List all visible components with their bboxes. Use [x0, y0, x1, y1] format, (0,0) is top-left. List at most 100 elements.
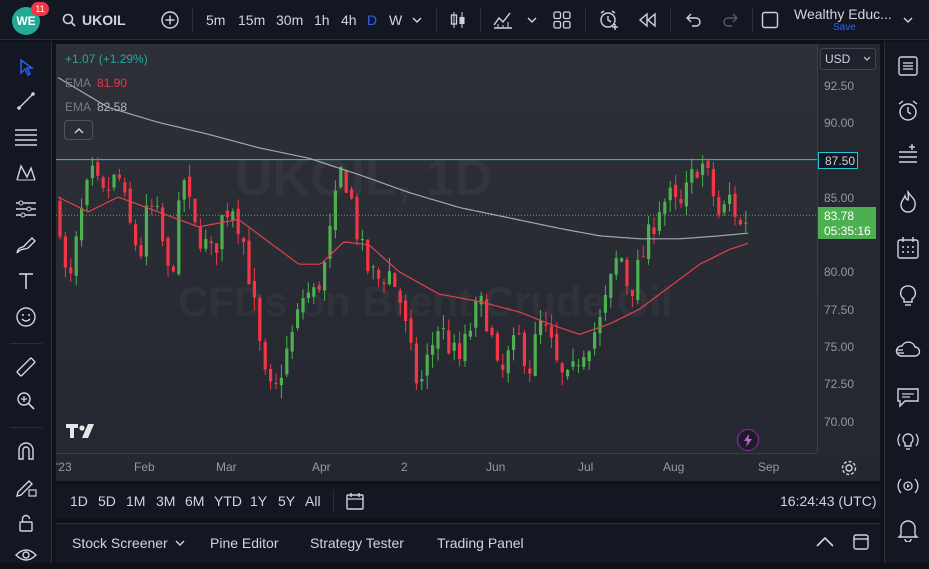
- tab-trading-panel[interactable]: Trading Panel: [437, 535, 524, 551]
- fib-retracement-tool[interactable]: [12, 123, 40, 151]
- zoom-tool[interactable]: [12, 387, 40, 415]
- range-1y[interactable]: 1Y: [250, 493, 268, 509]
- tradingview-logo[interactable]: [66, 423, 100, 439]
- range-5y[interactable]: 5Y: [278, 493, 296, 509]
- chart-settings-button[interactable]: [840, 459, 858, 477]
- interval-dropdown[interactable]: [412, 0, 422, 40]
- measure-tool[interactable]: [12, 353, 40, 381]
- interval-4h[interactable]: 4h: [341, 12, 357, 28]
- currency-selector[interactable]: USD: [820, 48, 876, 70]
- candle-body: [625, 259, 629, 287]
- emoji-tool[interactable]: [12, 303, 40, 331]
- drawing-mode-tool[interactable]: [12, 473, 40, 501]
- object-tree-button[interactable]: [893, 140, 923, 170]
- text-tool[interactable]: [12, 267, 40, 295]
- candle-body: [393, 272, 397, 288]
- candle-body: [420, 379, 424, 382]
- interval-30m[interactable]: 30m: [276, 12, 304, 28]
- notifications-button[interactable]: [893, 515, 923, 545]
- indicators-button[interactable]: [492, 0, 514, 40]
- range-3m[interactable]: 3M: [156, 493, 176, 509]
- candle-body: [188, 176, 192, 197]
- price-label: 70.00: [824, 415, 855, 429]
- interval-15m[interactable]: 15m: [238, 12, 266, 28]
- indicators-dropdown[interactable]: [527, 0, 537, 40]
- magnet-tool[interactable]: [12, 437, 40, 465]
- time-axis[interactable]: [56, 453, 817, 481]
- price-chart[interactable]: [56, 44, 817, 453]
- alerts-button[interactable]: [893, 96, 923, 126]
- chats-button[interactable]: [893, 382, 923, 412]
- layout-name-button[interactable]: Wealthy Educ... Save: [794, 6, 894, 33]
- news-flash-button[interactable]: [737, 429, 759, 451]
- trend-line-tool[interactable]: [12, 87, 40, 115]
- range-1m[interactable]: 1M: [126, 493, 146, 509]
- toolbar-divider: [192, 8, 193, 32]
- maximize-panel-button[interactable]: [852, 533, 870, 551]
- ideas-button[interactable]: [893, 281, 923, 311]
- time-label: '23: [56, 460, 72, 474]
- notification-badge: 11: [31, 2, 49, 16]
- range-1d[interactable]: 1D: [70, 493, 88, 509]
- undo-button[interactable]: [684, 0, 702, 40]
- candle-body: [512, 335, 516, 350]
- interval-5m[interactable]: 5m: [206, 12, 226, 28]
- candle-body: [344, 170, 348, 193]
- interval-w[interactable]: W: [389, 12, 403, 28]
- layout-dropdown[interactable]: [903, 0, 913, 40]
- tech-support-button[interactable]: [893, 426, 923, 456]
- compare-symbol-button[interactable]: [160, 0, 180, 40]
- streams-button[interactable]: [893, 335, 923, 365]
- candle-body: [528, 368, 532, 374]
- candle-body: [630, 290, 634, 296]
- candle-body: [425, 354, 429, 376]
- chevron-down-icon: [412, 17, 422, 23]
- watchlist-button[interactable]: [893, 51, 923, 81]
- tab-pine-editor[interactable]: Pine Editor: [210, 535, 279, 551]
- range-5d[interactable]: 5D: [98, 493, 116, 509]
- chart-type-button[interactable]: [448, 0, 468, 40]
- calendar-button[interactable]: [893, 233, 923, 263]
- watermark-symbol: UKOIL, 1D: [235, 148, 492, 208]
- layout-name: Wealthy Educ...: [794, 6, 892, 22]
- hotlists-button[interactable]: [893, 187, 923, 217]
- range-6m[interactable]: 6M: [185, 493, 205, 509]
- replay-button[interactable]: [638, 0, 658, 40]
- prediction-tool[interactable]: [12, 195, 40, 223]
- chevron-down-icon: [527, 17, 537, 23]
- templates-button[interactable]: [552, 0, 572, 40]
- alert-button[interactable]: [598, 0, 620, 40]
- brush-tool[interactable]: [12, 231, 40, 259]
- expand-panel-button[interactable]: [815, 535, 835, 549]
- price-axis[interactable]: [817, 44, 880, 453]
- signals-button[interactable]: [893, 471, 923, 501]
- ema-slow-label[interactable]: EMA: [65, 100, 92, 114]
- candle-body: [74, 236, 78, 276]
- interval-1h[interactable]: 1h: [314, 12, 330, 28]
- candle-body: [614, 258, 618, 275]
- redo-button[interactable]: [722, 0, 740, 40]
- candle-body: [382, 282, 386, 285]
- go-to-date-button[interactable]: [345, 491, 365, 511]
- price-label: 85.00: [824, 191, 855, 205]
- tab-strategy-tester[interactable]: Strategy Tester: [310, 535, 404, 551]
- symbol-search-button[interactable]: UKOIL: [62, 0, 126, 40]
- candle-body: [128, 188, 132, 223]
- chart-pane[interactable]: [56, 44, 880, 481]
- ema-fast-label[interactable]: EMA: [65, 76, 92, 90]
- layout-button[interactable]: [761, 0, 779, 40]
- chevron-down-icon: [175, 540, 185, 546]
- range-ytd[interactable]: YTD: [214, 493, 242, 509]
- collapse-legend-button[interactable]: [64, 120, 93, 140]
- stock-screener-dropdown[interactable]: [175, 539, 185, 547]
- candle-body: [431, 344, 435, 355]
- cursor-tool[interactable]: [12, 53, 40, 81]
- horizontal-line-price-tag[interactable]: 87.50: [818, 152, 858, 169]
- tab-stock-screener[interactable]: Stock Screener: [72, 535, 168, 551]
- range-all[interactable]: All: [305, 493, 321, 509]
- pattern-tool[interactable]: [12, 159, 40, 187]
- hide-drawings-tool[interactable]: [12, 541, 40, 569]
- timezone-clock[interactable]: 16:24:43 (UTC): [780, 493, 877, 509]
- lock-drawings-tool[interactable]: [12, 509, 40, 537]
- interval-d-active[interactable]: D: [367, 12, 378, 28]
